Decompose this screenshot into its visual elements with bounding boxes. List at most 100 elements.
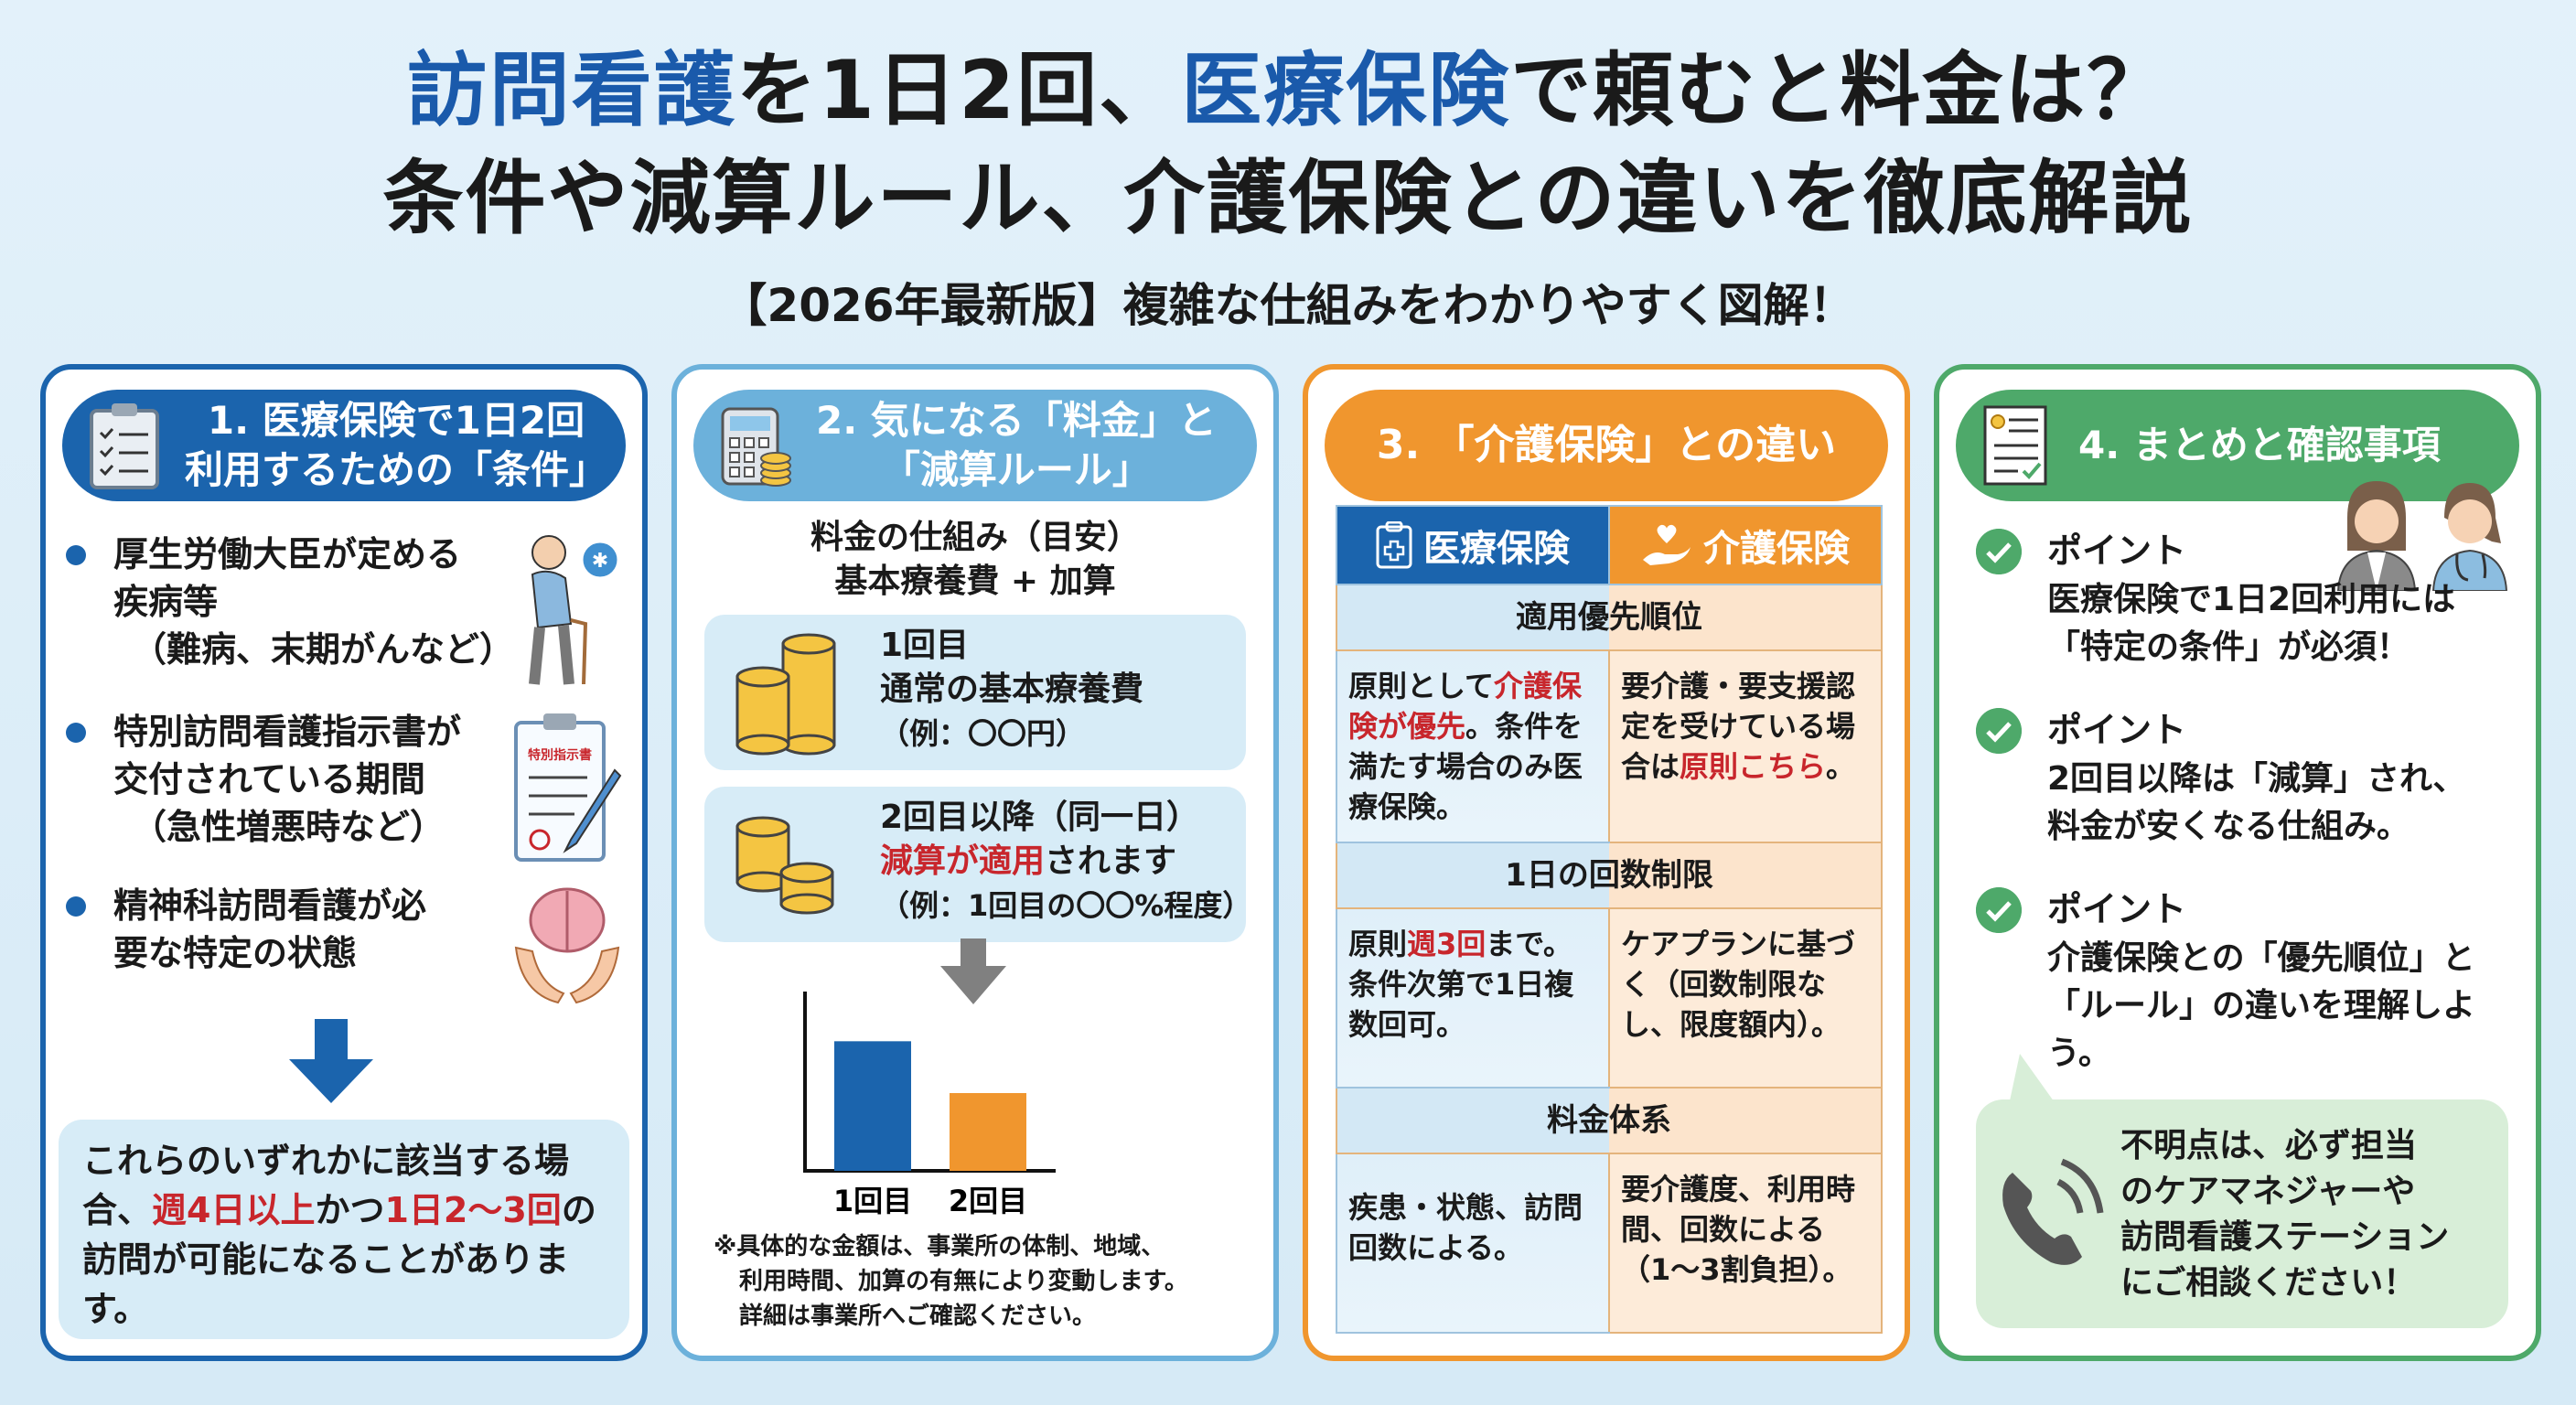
panel-fees: 2. 気になる「料金」と 「減算ルール」 料金の仕組み（目安） 基本療養費 + … [671,364,1279,1361]
condition-result-box: これらのいずれかに該当する場合、週4日以上かつ1日2〜3回の訪問が可能になること… [59,1120,629,1339]
column-label: 介護保険 [1703,528,1850,570]
title-line: 2. 気になる「料金」と [816,398,1217,443]
check-circle-icon [1976,529,2022,574]
cell-care-priority: 要介護・要支援認定を受けている場合は原則こちら。 [1608,649,1883,843]
bullet-icon [66,545,86,565]
contact-line: 不明点は、必ず担当 [2120,1127,2418,1164]
condition-text: 特別訪問看護指示書が [113,712,462,752]
cell-medical-daily-limit: 原則週3回まで。条件次第で1日複数回可。 [1336,907,1610,1089]
x-tick-label: 1回目 [833,1184,912,1218]
certificate-check-icon [1983,405,2047,486]
bar-first-visit [834,1041,911,1171]
cell-care-daily-limit: ケアプランに基づく（回数制限なし、限度額内）。 [1608,907,1883,1089]
heart-in-hand-icon [1643,524,1690,565]
fee-heading-line: 料金の仕組み（目安） [810,519,1140,556]
section-heading-fee-system: 料金体系 [1336,1087,1883,1154]
point-label: ポイント [2047,531,2187,571]
column-header-care: 介護保険 [1608,505,1883,585]
point-text: 介護保険との「優先順位」と [2047,939,2475,977]
page-header: 訪問看護を1日2回、医療保険で頼むと料金は？ 条件や減算ルール、介護保険との違い… [0,37,2576,333]
panel-conditions-header: 1. 医療保険で1日2回 利用するための「条件」 [62,390,626,501]
title-line-1: 訪問看護を1日2回、医療保険で頼むと料金は？ [0,37,2576,145]
fee-structure-heading: 料金の仕組み（目安） 基本療養費 + 加算 [677,516,1273,604]
title-line: 利用するための「条件」 [185,447,608,492]
coin-stack-small-icon [735,816,834,915]
condition-text: 要な特定の状態 [113,933,358,973]
fee-comparison-chart: 1回目 2回目 [796,992,1143,1220]
fee-disclaimer: ※具体的な金額は、事業所の体制、地域、 利用時間、加算の有無により変動します。 … [714,1229,1188,1334]
title-text: で頼むと料金は？ [1510,43,2170,137]
point-text: 「特定の条件」が必須！ [2047,628,2410,666]
contact-line: 訪問看護ステーション [2120,1218,2450,1256]
result-highlight: 1日2〜3回 [384,1190,562,1230]
condition-text: 精神科訪問看護が必 [113,885,427,926]
reduction-highlight: 減算が適用 [880,842,1046,880]
title-highlight: 訪問看護 [406,43,736,137]
result-text: これらのいずれかに該当する場合、 [82,1141,570,1230]
calculator-coins-icon [721,407,791,487]
note-line: ※具体的な金額は、事業所の体制、地域、 [714,1233,1165,1260]
panel-conditions-title: 1. 医療保険で1日2回 利用するための「条件」 [185,396,607,495]
cell-medical-fee-system: 疾患・状態、訪問回数による。 [1336,1153,1610,1334]
result-highlight: 週4日以上 [152,1190,316,1230]
panel-differences-header: 3. 「介護保険」との違い [1325,390,1888,501]
panel-summary-header: 4. まとめと確認事項 [1956,390,2519,501]
panel-differences: 3. 「介護保険」との違い 医療保険 [1303,364,1910,1361]
condition-subtext: （急性増悪時など） [132,807,445,847]
special-instruction-document-icon: 特別指示書 [514,713,622,862]
contact-line: にご相談ください！ [2120,1264,2417,1302]
title-highlight: 医療保険 [1181,43,1511,137]
first-visit-desc: 通常の基本療養費 [880,670,1144,708]
first-visit-card: 1回目 通常の基本療養費 （例：〇〇円） [704,615,1246,770]
panel-conditions: 1. 医療保険で1日2回 利用するための「条件」 厚生労働大臣が定める 疾病等 … [40,364,648,1361]
contact-message: 不明点は、必ず担当 のケアマネジャーや 訪問看護ステーション にご相談ください！ [2120,1123,2449,1306]
cell-medical-priority: 原則として介護保険が優先。条件を満たす場合のみ医療保険。 [1336,649,1610,843]
column-label: 医療保険 [1423,528,1570,570]
care-manager-and-nurse-icon [2336,481,2508,591]
check-circle-icon [1976,708,2022,754]
condition-item: 特別訪問看護指示書が 交付されている期間 （急性増悪時など） [66,708,542,851]
point-label: ポイント [2047,889,2187,929]
condition-text: 厚生労働大臣が定める [113,534,462,574]
first-visit-example: （例：〇〇円） [880,716,1086,751]
contact-line: のケアマネジャーや [2120,1173,2416,1210]
section-heading-priority: 適用優先順位 [1336,584,1883,651]
column-header-medical: 医療保険 [1336,505,1610,585]
condition-subtext: （難病、末期がんなど） [132,629,515,670]
note-line: 詳細は事業所へご確認ください。 [739,1303,1097,1330]
contact-speech-bubble: 不明点は、必ず担当 のケアマネジャーや 訪問看護ステーション にご相談ください！ [1976,1099,2508,1328]
cell-care-fee-system: 要介護度、利用時間、回数による（1〜3割負担）。 [1608,1153,1883,1334]
coin-stack-large-icon [735,633,836,756]
condition-item: 厚生労働大臣が定める 疾病等 （難病、末期がんなど） [66,531,542,673]
summary-point: ポイント 2回目以降は「減算」され、 料金が安くなる仕組み。 [1976,704,2525,851]
panel-fees-header: 2. 気になる「料金」と 「減算ルール」 [693,390,1257,501]
title-text: を1日2回、 [735,43,1182,137]
second-visit-desc: されます [1045,842,1177,880]
panel-summary-title: 4. まとめと確認事項 [2078,423,2441,467]
elderly-person-cane-icon: ✱ [529,535,620,685]
second-visit-example: （例：1回目の〇〇%程度） [880,888,1252,923]
bullet-icon [66,896,86,917]
speech-bubble-tail [2009,1054,2056,1105]
summary-point: ポイント 医療保険で1日2回利用には 「特定の条件」が必須！ [1976,525,2525,671]
comparison-table: 医療保険 介護保険 適用優先順位 原則として介護保険が優先。条件を満たす場合のみ… [1336,505,1883,1334]
condition-item: 精神科訪問看護が必 要な特定の状態 [66,882,542,977]
clipboard-checklist-icon [90,403,159,489]
note-line: 利用時間、加算の有無により変動します。 [739,1268,1188,1295]
second-visit-card: 2回目以降（同一日） 減算が適用されます （例：1回目の〇〇%程度） [704,787,1252,942]
bullet-icon [66,723,86,743]
result-text: かつ [315,1190,385,1230]
condition-text: 交付されている期間 [113,759,425,799]
arrow-down-icon [289,1019,373,1103]
fee-heading-line: 基本療養費 + 加算 [834,563,1116,600]
bar-second-visit [950,1093,1026,1171]
point-text: 料金が安くなる仕組み。 [2047,808,2410,845]
second-visit-label: 2回目以降（同一日） [880,799,1200,836]
title-line-2: 条件や減算ルール、介護保険との違いを徹底解説 [382,151,2194,245]
x-tick-label: 2回目 [949,1184,1027,1218]
result-text: の訪問が可能になることがあります。 [82,1190,596,1329]
check-circle-icon [1976,887,2022,933]
brain-in-hands-icon [514,887,620,1004]
phone-icon [2002,1158,2104,1265]
point-text: 2回目以降は「減算」され、 [2047,760,2466,798]
